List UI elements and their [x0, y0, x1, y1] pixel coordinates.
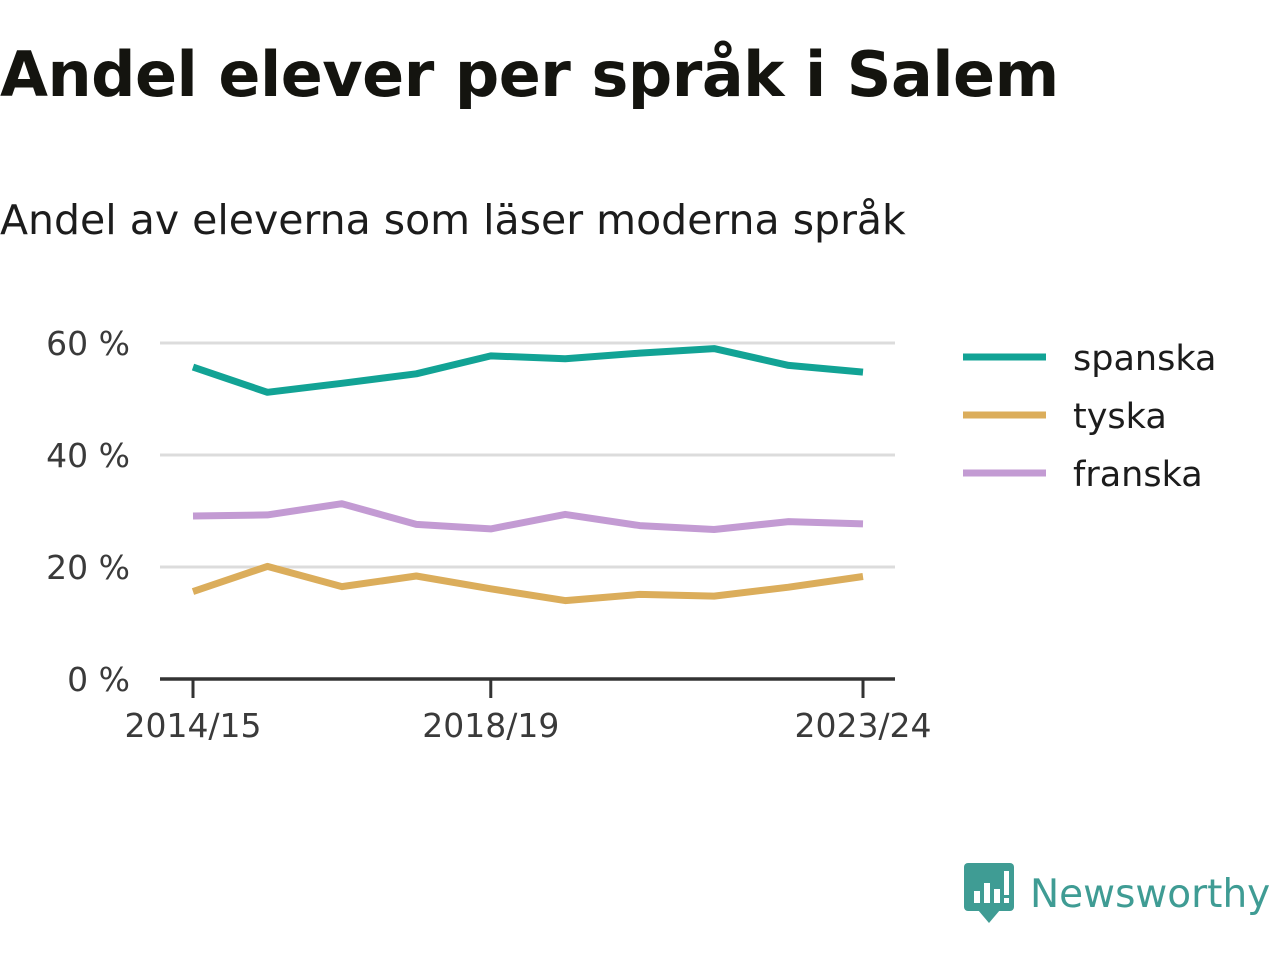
- series-line-spanska: [191, 345, 864, 396]
- y-tick-label: 0 %: [67, 660, 130, 699]
- y-tick-label: 60 %: [46, 324, 130, 363]
- x-tick-label: 2023/24: [794, 706, 931, 745]
- x-axis-ticks: 2014/15 2018/19 2023/24: [124, 679, 932, 745]
- legend-label-franska: franska: [1073, 455, 1203, 495]
- x-tick-label: 2018/19: [422, 706, 559, 745]
- legend-label-spanska: spanska: [1073, 339, 1216, 379]
- series-line-tyska: [191, 562, 864, 605]
- legend-label-tyska: tyska: [1073, 397, 1167, 437]
- legend: spanska tyska franska: [963, 339, 1216, 495]
- gridlines: [160, 341, 895, 569]
- chart-subtitle: Andel av eleverna som läser moderna språ…: [0, 196, 906, 244]
- y-axis-ticks: 0 % 20 % 40 % 60 %: [46, 324, 130, 699]
- x-tick-label: 2014/15: [124, 706, 261, 745]
- y-tick-label: 40 %: [46, 436, 130, 475]
- chart-title: Andel elever per språk i Salem: [0, 38, 1059, 111]
- series-line-franska: [192, 500, 864, 533]
- y-tick-label: 20 %: [46, 548, 130, 587]
- brand-name: Newsworthy: [1030, 871, 1271, 917]
- newsworthy-logo-icon: [964, 863, 1014, 923]
- series-lines: [191, 345, 864, 605]
- brand-logo: Newsworthy: [964, 862, 1270, 926]
